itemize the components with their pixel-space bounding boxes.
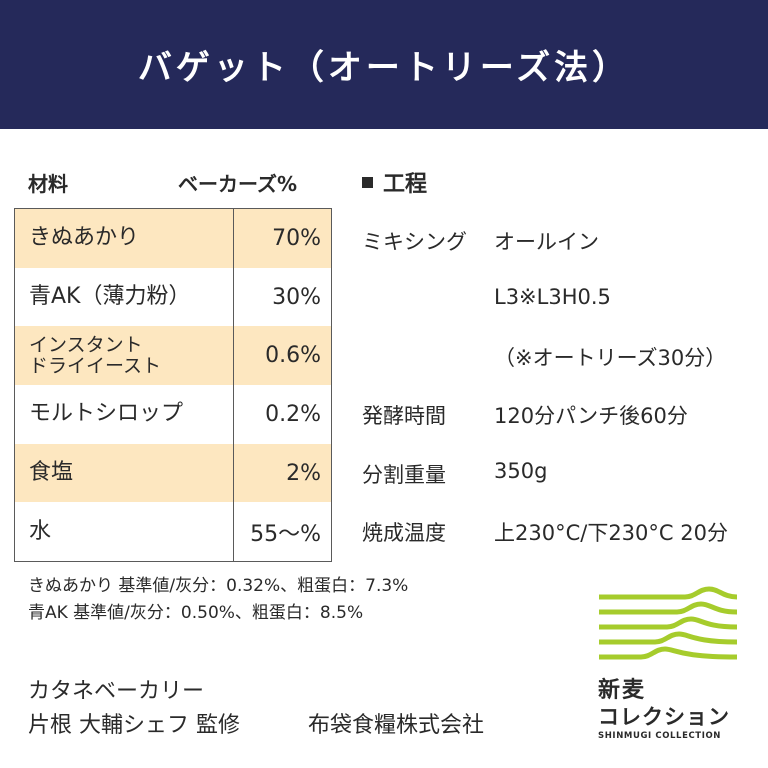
ingredient-name: きぬあかり [15, 209, 234, 268]
flour-note: 青AK 基準値/灰分：0.50%、粗蛋白：8.5% [28, 603, 364, 623]
logo-title-line2: コレクション [598, 705, 730, 729]
process-step-value: 350g [494, 459, 548, 483]
ingredient-percent: 30% [272, 284, 321, 310]
logo-title-line1: 新麦 [598, 678, 647, 703]
ingredients-table: きぬあかり 70% 青AK（薄力粉） 30% インスタント ドライイースト 0.… [14, 208, 332, 563]
header-banner: バゲット（オートリーズ法） [0, 0, 768, 129]
materials-heading: 材料 [28, 172, 68, 196]
ingredient-name-line1: インスタント [29, 333, 143, 356]
process-step-label: ミキシング [362, 230, 467, 254]
ingredient-name: 水 [15, 502, 234, 562]
ingredient-name: 食塩 [15, 443, 234, 503]
process-step-label: 焼成温度 [362, 521, 446, 545]
company-name: 布袋食糧株式会社 [308, 713, 485, 738]
process-step-value: 上230°C/下230°C 20分 [494, 521, 728, 545]
ingredient-percent: 0.6% [265, 343, 321, 369]
wheat-wave-logo-icon [599, 586, 738, 660]
table-row: 食塩 2% [15, 443, 331, 503]
ingredient-percent: 55～% [250, 521, 321, 547]
ingredient-name: 青AK（薄力粉） [15, 267, 234, 327]
ingredient-name: インスタント ドライイースト [15, 326, 234, 386]
table-row: モルトシロップ 0.2% [15, 385, 331, 444]
chef-supervision: 片根 大輔シェフ 監修 [28, 713, 240, 738]
flour-note: きぬあかり 基準値/灰分：0.32%、粗蛋白：7.3% [28, 576, 409, 596]
ingredient-name-line2: ドライイースト [29, 354, 162, 377]
ingredient-percent: 2% [286, 460, 321, 486]
square-bullet-icon [362, 176, 373, 188]
process-step-value: 120分パンチ後60分 [494, 404, 688, 428]
ingredient-percent: 0.2% [265, 401, 321, 427]
table-row: 青AK（薄力粉） 30% [15, 267, 331, 327]
process-step-value: （※オートリーズ30分） [494, 346, 727, 370]
process-step-label: 分割重量 [362, 463, 446, 487]
logo-subtitle: SHINMUGI COLLECTION [598, 731, 722, 741]
process-step-value: オールイン [494, 230, 599, 254]
process-step-label: 発酵時間 [362, 404, 446, 428]
bakers-percent-heading: ベーカーズ% [178, 172, 298, 196]
process-step-value: L3※L3H0.5 [494, 285, 611, 309]
table-row: インスタント ドライイースト 0.6% [15, 326, 331, 386]
ingredient-percent: 70% [272, 225, 321, 251]
process-heading-label: 工程 [383, 172, 428, 197]
ingredient-name: モルトシロップ [15, 385, 234, 444]
table-row: きぬあかり 70% [15, 209, 331, 268]
bakery-name: カタネベーカリー [28, 679, 205, 704]
table-row: 水 55～% [15, 502, 331, 562]
page-title: バゲット（オートリーズ法） [137, 48, 631, 88]
process-heading: 工程 [362, 166, 427, 198]
